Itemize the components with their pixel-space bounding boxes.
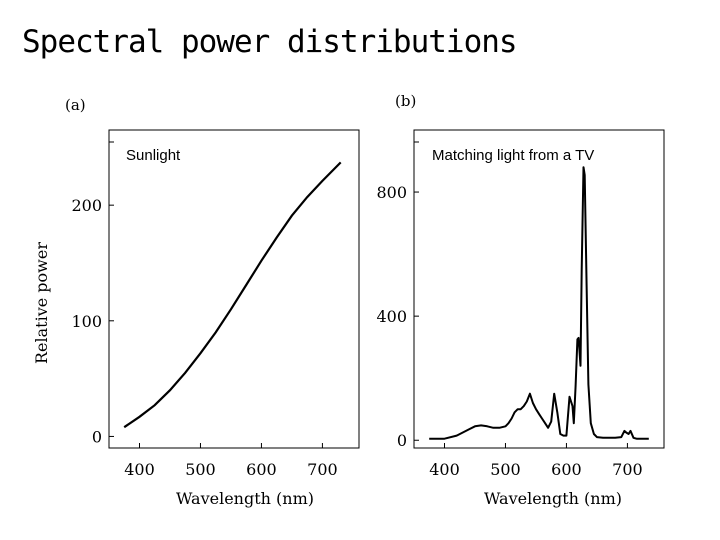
tv-light-curve <box>429 166 649 440</box>
panel-b: (b) Matching light from a TV 400 500 600 70… <box>376 92 665 508</box>
panel-b-title: Matching light from a TV <box>432 147 594 164</box>
panel-b-x-tick-label: 400 <box>429 460 460 479</box>
panel-a-title: Sunlight <box>126 147 181 164</box>
panel-a-x-tick-label: 600 <box>246 460 277 479</box>
panel-b-x-tick-label: 500 <box>490 460 521 479</box>
panel-a-y-tick-label: 200 <box>71 196 102 215</box>
panel-b-y-tick-label: 0 <box>397 431 407 450</box>
sunlight-curve <box>123 161 342 429</box>
panel-a-label: (a) <box>65 96 86 114</box>
panel-b-y-tick-labels: 0 400 800 <box>376 183 407 450</box>
panel-a-x-tick-label: 400 <box>124 460 155 479</box>
slide-title: Spectral power distributions <box>22 24 518 60</box>
panel-b-x-tick-labels: 400 500 600 700 <box>429 460 642 479</box>
panel-a-y-tick-label: 0 <box>92 427 102 446</box>
panel-a-ticks <box>109 141 323 448</box>
panel-b-x-tick-label: 700 <box>612 460 643 479</box>
panel-a-ylabel: Relative power <box>32 242 51 364</box>
panel-b-y-tick-label: 800 <box>376 183 407 202</box>
panel-a-x-tick-label: 500 <box>185 460 216 479</box>
panel-b-ticks <box>414 141 628 448</box>
panel-a-frame <box>108 129 360 449</box>
panel-a-x-tick-label: 700 <box>307 460 338 479</box>
panel-b-x-tick-label: 600 <box>551 460 582 479</box>
panel-a-y-tick-label: 100 <box>71 312 102 331</box>
panel-b-label: (b) <box>395 92 416 110</box>
panel-a-y-tick-labels: 0 100 200 <box>71 196 102 446</box>
panel-b-frame <box>413 129 665 449</box>
panel-b-xlabel: Wavelength (nm) <box>484 489 622 508</box>
panel-b-y-tick-label: 400 <box>376 307 407 326</box>
panel-a: (a) Sunlight 400 500 600 700 0 100 200 Wavele… <box>32 96 360 508</box>
panel-a-xlabel: Wavelength (nm) <box>176 489 314 508</box>
panel-a-x-tick-labels: 400 500 600 700 <box>124 460 337 479</box>
